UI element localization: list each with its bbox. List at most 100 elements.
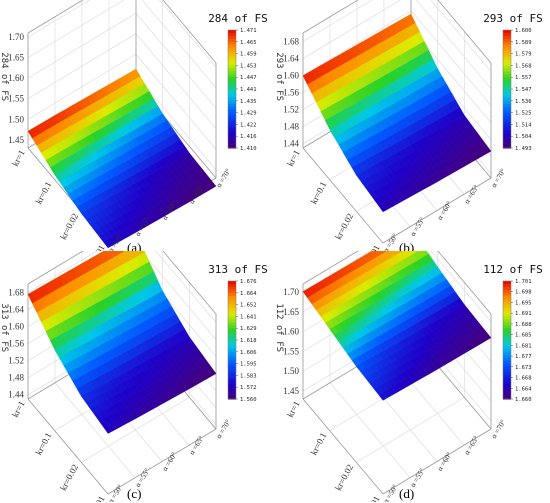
colorbar-segment	[503, 91, 511, 96]
plot-area	[302, 0, 492, 244]
z-tick-label: 1.64	[283, 54, 299, 64]
surface-patch	[103, 424, 113, 434]
surface-plot-c: 1.44 1.48 1.52 1.56 1.60 1.64 1.68 313 of FS kr=…	[0, 251, 268, 502]
colorbar-segment	[228, 319, 236, 323]
kr-tick-label: kr=1	[10, 148, 27, 168]
colorbar-segment	[228, 337, 236, 341]
z-tick-label: 1.52	[283, 105, 299, 115]
frame-edge	[302, 398, 384, 495]
surface-plot-a: 1.45 1.50 1.55 1.60 1.65 1.70 284 of FS kr=1 kr=…	[0, 0, 268, 251]
colorbar-tick-label: 1.536	[515, 99, 532, 105]
colorbar-segment	[228, 50, 236, 55]
colorbar-segment	[228, 80, 236, 84]
z-axis-title: 293 of FS	[275, 52, 284, 101]
colorbar-segment	[503, 65, 511, 69]
colorbar-title: 313 of FS	[208, 263, 268, 276]
colorbar: 1.600 1.589 1.579 1.568 1.557 1.547 1.536 1.525…	[483, 12, 543, 152]
colorbar-tick-label: 1.572	[240, 385, 257, 391]
colorbar-segment	[228, 139, 236, 143]
colorbar-segment	[503, 310, 511, 315]
colorbar-segment	[503, 340, 511, 344]
colorbar-tick-label: 1.698	[515, 290, 532, 296]
z-tick-label: 1.55	[8, 94, 24, 104]
panel-label-c: (c)	[127, 486, 142, 501]
colorbar-segment	[503, 142, 511, 146]
colorbar-segment	[503, 360, 511, 365]
colorbar-segment	[228, 369, 236, 374]
colorbar-segment	[228, 281, 236, 285]
colorbar-segment	[503, 68, 511, 72]
colorbar-tick-label: 1.600	[515, 28, 532, 34]
colorbar-segment	[503, 345, 511, 350]
colorbar-segment	[503, 32, 511, 37]
colorbar-segment	[503, 127, 511, 131]
colorbar-segment	[503, 109, 511, 114]
colorbar-segment	[228, 74, 236, 78]
z-tick-label: 1.60	[283, 71, 299, 81]
colorbar-tick-label: 1.606	[240, 350, 257, 356]
colorbar-segment	[228, 127, 236, 131]
colorbar-segment	[503, 331, 511, 335]
colorbar-segment	[503, 121, 511, 125]
z-tick-label: 1.45	[283, 386, 299, 396]
surface-patch	[378, 391, 388, 401]
z-tick-label: 1.50	[283, 366, 299, 376]
z-axis-title: 284 of FS	[0, 52, 9, 101]
colorbar-segment	[228, 316, 236, 320]
colorbar-segment	[503, 77, 511, 81]
colorbar-segment	[228, 307, 236, 312]
colorbar-segment	[503, 83, 511, 87]
colorbar-segment	[228, 59, 236, 64]
colorbar-tick-label: 1.525	[515, 111, 532, 117]
wall-grid-line	[416, 0, 492, 89]
colorbar-tick-label: 1.595	[240, 362, 257, 368]
z-tick-label: 1.45	[8, 135, 24, 145]
colorbar-tick-label: 1.676	[240, 279, 257, 285]
colorbar-segment	[503, 319, 511, 323]
z-tick-label: 1.64	[8, 305, 24, 315]
surface-plot-d: 1.45 1.50 1.55 1.60 1.65 1.70 112 of FS kr=1 kr=…	[275, 251, 543, 502]
colorbar-segment	[228, 106, 236, 111]
z-tick-label: 1.56	[283, 88, 299, 98]
colorbar-segment	[228, 32, 236, 37]
alpha-tick-label: α =60°	[160, 450, 179, 472]
colorbar-segment	[503, 304, 511, 309]
colorbar-segment	[228, 292, 236, 297]
colorbar-segment	[228, 130, 236, 134]
colorbar-segment	[503, 375, 511, 379]
wall-grid-line	[135, 33, 217, 129]
colorbar-segment	[228, 86, 236, 90]
kr-tick-label: kr=0.01	[85, 243, 107, 251]
colorbar-segment	[503, 301, 511, 306]
colorbar-segment	[228, 360, 236, 365]
colorbar-segment	[228, 387, 236, 391]
z-tick-label: 1.48	[8, 373, 24, 383]
colorbar-segment	[503, 62, 511, 66]
colorbar-tick-label: 1.547	[515, 87, 532, 93]
colorbar-segment	[228, 124, 236, 128]
colorbar-segment	[503, 363, 511, 368]
colorbar-segment	[228, 77, 236, 81]
colorbar-segment	[503, 130, 511, 134]
wall-grid-line	[430, 0, 492, 72]
colorbar-segment	[503, 390, 511, 394]
wall-grid-line	[135, 74, 217, 170]
panel-label-d: (d)	[399, 486, 415, 501]
colorbar-tick-label: 1.688	[515, 322, 532, 328]
surface	[302, 251, 492, 401]
alpha-tick-label: α =65°	[187, 434, 206, 456]
chart-panel-a: 1.45 1.50 1.55 1.60 1.65 1.70 284 of FS kr=1 kr=…	[0, 0, 275, 255]
colorbar-segment	[228, 384, 236, 388]
z-tick-label: 1.52	[8, 356, 24, 366]
frame-edge	[107, 428, 217, 495]
colorbar-segment	[228, 366, 236, 371]
colorbar-segment	[228, 30, 236, 34]
colorbar: 1.701 1.698 1.695 1.691 1.688 1.685 1.681 1.677…	[483, 263, 543, 403]
colorbar-segment	[503, 286, 511, 291]
colorbar-segment	[503, 348, 511, 353]
colorbar-segment	[228, 47, 236, 52]
colorbar-segment	[503, 80, 511, 84]
colorbar-tick-label: 1.677	[515, 354, 532, 360]
kr-tick-label: kr=1	[285, 148, 302, 168]
chart-panel-b: 1.44 1.48 1.52 1.56 1.60 1.64 1.68 293 of FS kr=…	[275, 0, 550, 255]
